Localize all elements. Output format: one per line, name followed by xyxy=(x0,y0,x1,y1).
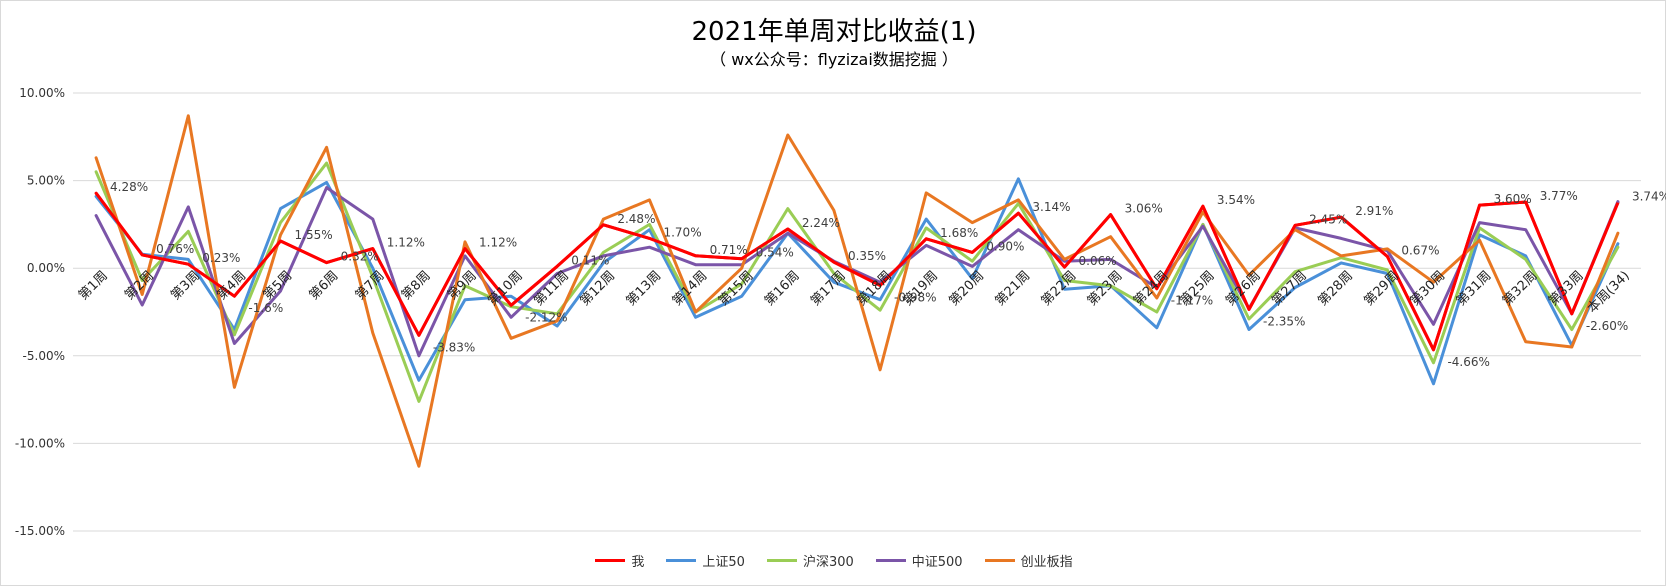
x-tick-label: 第21周 xyxy=(993,268,1034,309)
data-label: -3.83% xyxy=(433,340,475,354)
x-tick-label: 第23周 xyxy=(1085,268,1126,309)
data-label: 0.71% xyxy=(710,243,748,257)
data-label: 0.11% xyxy=(571,253,609,267)
data-label: 0.90% xyxy=(986,239,1024,253)
data-label: 2.48% xyxy=(617,212,655,226)
data-label: 1.70% xyxy=(663,225,701,239)
data-label: -2.35% xyxy=(1263,314,1305,328)
data-label: 2.91% xyxy=(1355,204,1393,218)
data-label: 2.24% xyxy=(802,216,840,230)
legend-swatch xyxy=(875,559,906,562)
data-label: -2.12% xyxy=(525,310,567,324)
legend-label: 中证500 xyxy=(911,555,963,570)
data-label: -4.66% xyxy=(1447,355,1489,369)
data-label: 3.77% xyxy=(1540,189,1578,203)
chart-subtitle: （ wx公众号：flyzizai数据挖掘 ） xyxy=(710,50,958,69)
x-tick-label: 第8周 xyxy=(399,268,434,303)
data-label: 3.14% xyxy=(1032,200,1070,214)
legend-swatch xyxy=(666,559,697,562)
data-label: 0.23% xyxy=(202,251,240,265)
y-tick-label: 0.00% xyxy=(27,261,65,275)
data-label: 4.28% xyxy=(110,180,148,194)
legend-label: 创业板指 xyxy=(1020,555,1073,570)
x-tick-label: 第13周 xyxy=(624,268,665,309)
data-label: 0.76% xyxy=(156,242,194,256)
legend-item-1: 上证50 xyxy=(666,551,745,570)
data-label: 1.55% xyxy=(295,228,333,242)
x-tick-label: 第16周 xyxy=(762,268,803,309)
legend-item-0: 我 xyxy=(595,551,644,570)
legend-swatch xyxy=(766,559,797,562)
data-label: 0.54% xyxy=(756,246,794,260)
data-label: 3.74% xyxy=(1632,190,1666,204)
legend: 我 上证50 沪深300 中证500 创业板指 xyxy=(1,551,1666,570)
data-label: -1.6% xyxy=(248,301,283,315)
legend-item-3: 中证500 xyxy=(875,551,963,570)
legend-label: 我 xyxy=(631,555,645,570)
y-tick-label: 5.00% xyxy=(27,174,65,188)
legend-label: 上证50 xyxy=(702,555,745,570)
legend-item-2: 沪深300 xyxy=(766,551,854,570)
data-label: 1.12% xyxy=(387,236,425,250)
y-tick-label: 10.00% xyxy=(19,86,65,100)
data-label: 0.32% xyxy=(341,250,379,264)
legend-swatch xyxy=(984,559,1015,562)
y-tick-label: -5.00% xyxy=(23,349,65,363)
data-label: 3.54% xyxy=(1217,193,1255,207)
data-label: -0.98% xyxy=(894,290,936,304)
y-tick-label: -15.00% xyxy=(15,524,65,538)
y-tick-label: -10.00% xyxy=(15,436,65,450)
x-tick-label: 第20周 xyxy=(946,268,987,309)
chart-title: 2021年单周对比收益(1) xyxy=(691,17,977,47)
data-label: 2.45% xyxy=(1309,212,1347,226)
data-label: 1.68% xyxy=(940,226,978,240)
series-line-3 xyxy=(94,186,1620,358)
data-label: 0.35% xyxy=(848,249,886,263)
data-label: 3.06% xyxy=(1125,202,1163,216)
series-line-primary xyxy=(94,192,1620,352)
x-tick-label: 第1周 xyxy=(76,268,111,303)
x-tick-label: 第32周 xyxy=(1500,268,1541,309)
data-label: -1.17% xyxy=(1171,294,1213,308)
data-label: 0.67% xyxy=(1401,243,1439,257)
series-line-4 xyxy=(94,114,1620,468)
data-label: -2.60% xyxy=(1586,319,1628,333)
data-label: 0.06% xyxy=(1079,254,1117,268)
legend-item-4: 创业板指 xyxy=(984,551,1073,570)
data-label: 3.60% xyxy=(1494,192,1532,206)
data-label: 1.12% xyxy=(479,236,517,250)
legend-label: 沪深300 xyxy=(802,555,854,570)
legend-swatch xyxy=(595,559,626,562)
x-tick-label: 第6周 xyxy=(307,268,342,303)
x-tick-label: 第27周 xyxy=(1269,268,1310,309)
